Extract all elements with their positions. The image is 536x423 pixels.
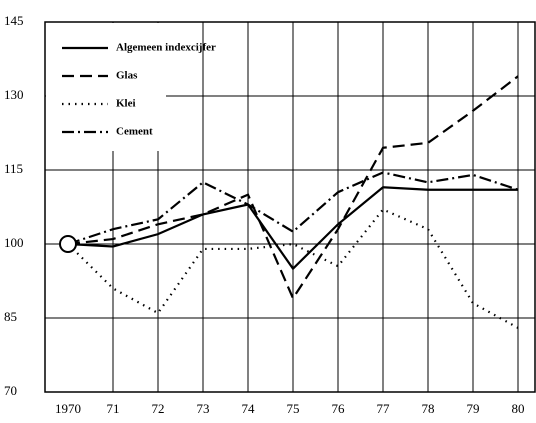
x-tick-label: 71 — [107, 401, 120, 416]
x-tick-label: 73 — [197, 401, 210, 416]
y-tick-label: 70 — [4, 383, 17, 398]
y-tick-label: 115 — [4, 161, 23, 176]
y-tick-label: 85 — [4, 309, 17, 324]
series-line — [67, 171, 519, 246]
series-line — [67, 186, 518, 271]
x-tick-label: 76 — [332, 401, 346, 416]
y-tick-label: 100 — [4, 235, 24, 250]
x-tick-label: 1970 — [55, 401, 81, 416]
x-tick-label: 78 — [422, 401, 435, 416]
legend-label: Algemeen indexcijfer — [116, 42, 216, 54]
legend-label: Klei — [116, 98, 136, 110]
x-tick-label: 75 — [287, 401, 300, 416]
legend-label: Glas — [116, 70, 138, 82]
x-tick-label: 77 — [377, 401, 391, 416]
y-tick-label: 145 — [4, 13, 24, 28]
origin-marker — [59, 235, 77, 253]
x-tick-label: 80 — [512, 401, 525, 416]
x-tick-label: 72 — [152, 401, 165, 416]
series-line — [67, 75, 519, 301]
x-tick-label: 74 — [242, 401, 256, 416]
legend: Algemeen indexcijfer Glas Klei Cement — [46, 23, 216, 151]
x-tick-label: 79 — [467, 401, 480, 416]
legend-label: Cement — [116, 126, 153, 138]
y-tick-label: 130 — [4, 87, 24, 102]
legend-box — [46, 23, 166, 151]
